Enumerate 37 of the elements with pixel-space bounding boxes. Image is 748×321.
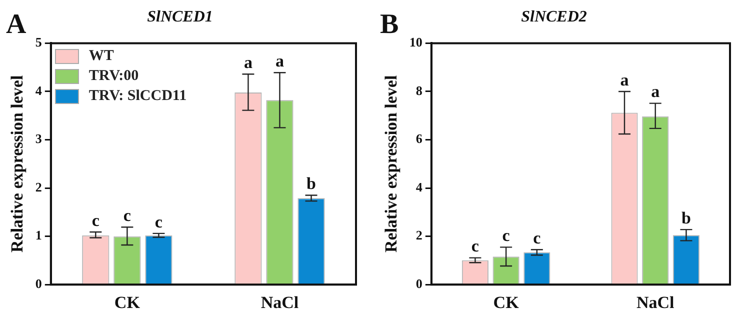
y-tick-label: 2 bbox=[416, 228, 422, 243]
data-label: c bbox=[154, 212, 163, 232]
legend-label: TRV: SlCCD11 bbox=[88, 87, 187, 106]
y-tick-label: 2 bbox=[35, 179, 42, 194]
data-label: a bbox=[275, 52, 284, 71]
data-label: c bbox=[471, 236, 480, 256]
data-label: c bbox=[123, 206, 132, 226]
y-tick-label: 0 bbox=[416, 276, 422, 291]
y-tick-label: 6 bbox=[416, 131, 423, 146]
y-axis-title: Relative expression level bbox=[382, 75, 401, 253]
legend-label: TRV:00 bbox=[88, 67, 139, 86]
y-tick-label: 4 bbox=[416, 179, 423, 194]
y-axis-title: Relative expression level bbox=[8, 75, 27, 253]
x-tick-label: CK bbox=[114, 293, 141, 312]
data-label: c bbox=[92, 210, 100, 230]
data-label: c bbox=[502, 226, 510, 246]
data-label: a bbox=[244, 52, 253, 72]
y-tick-label: 3 bbox=[35, 131, 42, 146]
text: B bbox=[380, 9, 399, 40]
data-label: b bbox=[681, 208, 691, 228]
data-label: a bbox=[651, 82, 660, 102]
y-tick-label: 0 bbox=[35, 276, 42, 291]
text: A bbox=[6, 9, 27, 40]
y-tick-label: 10 bbox=[409, 34, 422, 50]
data-label: c bbox=[533, 228, 542, 248]
y-tick-label: 5 bbox=[35, 34, 42, 50]
y-tick-label: 8 bbox=[416, 82, 423, 98]
y-tick-label: 1 bbox=[35, 228, 42, 243]
y-tick-label: 4 bbox=[35, 82, 42, 98]
x-tick-label: CK bbox=[493, 293, 520, 312]
data-label: a bbox=[620, 70, 630, 90]
chart-title: SlNCED2 bbox=[521, 8, 587, 26]
data-label: b bbox=[306, 174, 316, 194]
x-tick-label: NaCl bbox=[260, 293, 299, 312]
chart-title: SlNCED1 bbox=[147, 8, 213, 26]
x-tick-label: NaCl bbox=[636, 293, 675, 312]
legend-label: WT bbox=[88, 47, 114, 66]
